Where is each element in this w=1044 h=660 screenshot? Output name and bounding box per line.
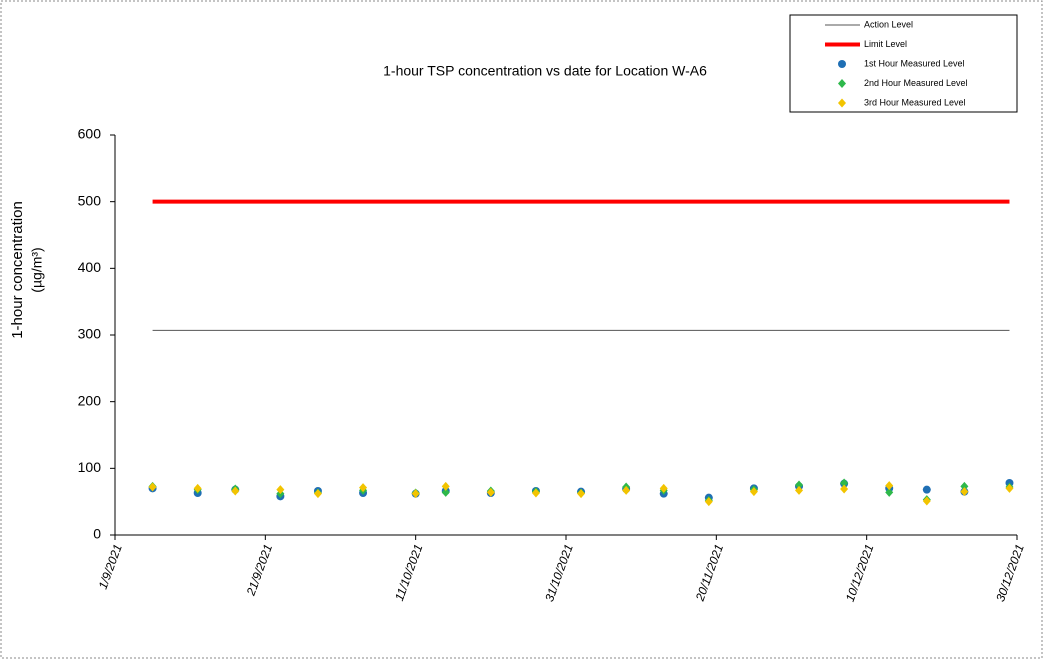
y-tick-label: 300 (78, 326, 102, 342)
data-point (441, 481, 450, 491)
y-tick-label: 500 (78, 192, 102, 208)
data-point (148, 482, 157, 492)
legend-box (789, 14, 1018, 113)
data-point (795, 485, 804, 495)
legend-label: Action Level (864, 19, 913, 29)
y-axis-label: 1-hour concentration (9, 201, 26, 339)
data-point (359, 483, 368, 493)
data-point (622, 485, 631, 495)
data-point (795, 480, 804, 490)
data-point (193, 483, 202, 493)
data-point (960, 487, 969, 497)
data-point (922, 485, 931, 494)
legend-label: 2nd Hour Measured Level (864, 78, 968, 88)
data-point (531, 488, 540, 498)
data-point (486, 487, 495, 497)
y-tick-label: 400 (78, 259, 102, 275)
data-point (411, 489, 420, 499)
data-point (922, 496, 931, 506)
data-point (885, 487, 894, 497)
chart-title: 1-hour TSP concentration vs date for Loc… (383, 63, 707, 79)
data-point (840, 484, 849, 494)
legend-swatch (838, 98, 846, 108)
data-point (749, 487, 758, 497)
legend-label: 3rd Hour Measured Level (864, 97, 966, 107)
data-point (276, 485, 285, 495)
legend-swatch (838, 60, 846, 68)
y-tick-label: 0 (93, 526, 101, 542)
data-point (704, 497, 713, 507)
data-point (659, 483, 668, 493)
data-point (885, 481, 894, 491)
data-point (1005, 483, 1014, 493)
data-point (960, 481, 969, 491)
legend-swatch (838, 79, 846, 88)
y-tick-label: 200 (78, 392, 102, 408)
data-point (577, 489, 586, 499)
data-point (313, 489, 322, 499)
data-point (441, 487, 450, 497)
data-point (231, 486, 240, 496)
y-axis-unit: (µg/m³) (29, 247, 45, 292)
y-tick-label: 100 (78, 459, 102, 475)
data-point (840, 478, 849, 488)
legend-label: 1st Hour Measured Level (864, 58, 965, 68)
y-tick-label: 600 (78, 126, 102, 142)
legend-label: Limit Level (864, 39, 907, 49)
